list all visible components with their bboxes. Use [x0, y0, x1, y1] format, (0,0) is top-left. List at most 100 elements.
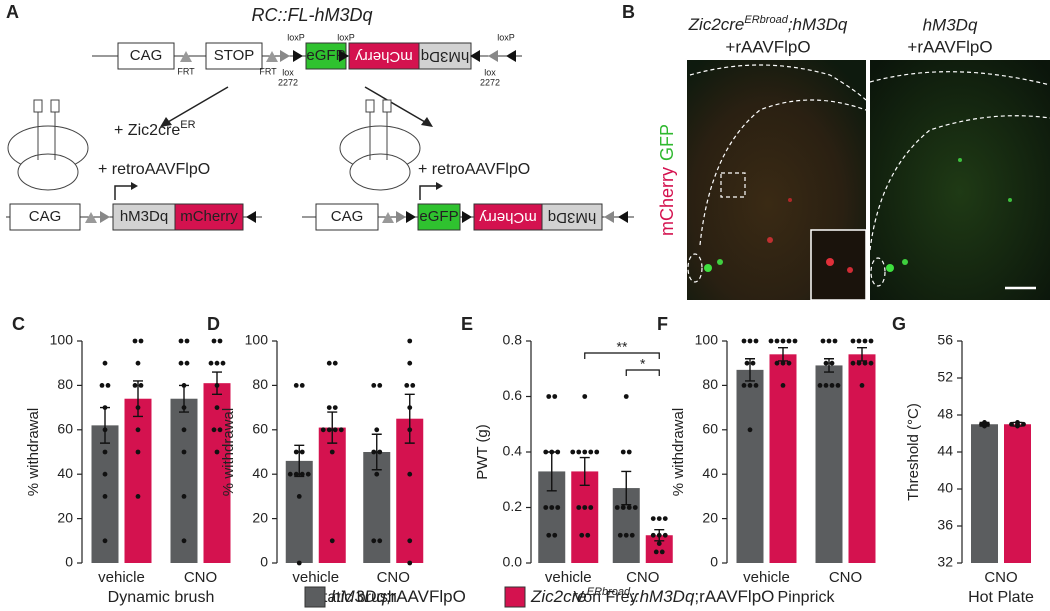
x-tick-label: CNO: [184, 569, 217, 586]
chart: E 0.0 0.2 0.4 0.6 0.8 PWT (g) vehicle CNO Von Fre…: [461, 314, 673, 606]
legend-part: ::hM3Dq: [630, 587, 695, 606]
data-point: [653, 549, 659, 555]
data-point: [377, 383, 383, 388]
data-point: [329, 538, 335, 544]
data-point: [332, 405, 338, 410]
cag-label: CAG: [331, 208, 364, 225]
y-tick-label: 0.8: [503, 332, 523, 348]
data-point: [753, 338, 759, 344]
data-point: [835, 383, 841, 388]
data-point: [850, 338, 856, 344]
data-point: [543, 449, 549, 455]
x-tick-label: vehicle: [545, 569, 592, 586]
bar: [571, 471, 599, 563]
panel-label: C: [12, 314, 25, 334]
significance-label: *: [640, 356, 646, 372]
x-tick-label: CNO: [626, 569, 659, 586]
loxp-site: [462, 211, 472, 223]
y-tick-label: 0.2: [503, 498, 523, 514]
data-point: [662, 532, 668, 538]
data-point: [217, 427, 223, 433]
data-point: [868, 338, 874, 344]
cag-box: [315, 203, 379, 231]
inset: [810, 229, 867, 301]
arrowhead: [131, 182, 138, 190]
data-point: [786, 338, 792, 344]
bar: [1004, 424, 1031, 563]
data-point: [588, 505, 594, 510]
data-point: [982, 423, 987, 429]
data-point: [102, 360, 108, 366]
data-point: [832, 338, 838, 344]
panel-b: B Zic2creERbroad;hM3Dq +rAAVFlpO hM3Dq +…: [622, 2, 1050, 301]
data-point: [184, 360, 190, 366]
data-point: [332, 360, 338, 366]
data-point: [181, 427, 187, 433]
data-point: [326, 405, 332, 410]
data-point: [780, 360, 786, 366]
y-tick-label: 20: [252, 509, 268, 525]
bar: [769, 354, 797, 563]
lox2272-label: 2272: [480, 77, 500, 87]
data-point: [338, 427, 344, 433]
data-point: [868, 360, 874, 366]
data-point: [570, 449, 576, 455]
data-point: [659, 549, 665, 555]
x-tick-label: vehicle: [98, 569, 145, 586]
channel-label: mCherry GFP: [657, 124, 677, 236]
error-bar: [404, 393, 415, 444]
bar: [815, 365, 843, 563]
error-bar: [371, 433, 382, 471]
y-tick-label: 40: [252, 465, 268, 481]
mcherry-box: [174, 203, 244, 231]
image-title: +rAAVFlpO: [907, 37, 992, 56]
data-point: [576, 505, 582, 510]
panel-label: B: [622, 2, 635, 22]
data-point: [862, 360, 868, 366]
frt-site: [266, 51, 278, 62]
error-bar: [133, 380, 143, 418]
data-point: [552, 532, 558, 538]
x-tick-label: CNO: [984, 569, 1017, 586]
y-tick-label: 60: [252, 421, 268, 437]
data-point: [407, 360, 413, 366]
legend-part: ERbroad: [587, 586, 631, 598]
data-point: [626, 449, 632, 455]
bar: [124, 398, 152, 563]
data-point: [305, 471, 311, 477]
egfp-box: [417, 203, 461, 231]
data-point: [856, 338, 862, 344]
frt-site: [180, 51, 192, 62]
y-tick-label: 60: [57, 421, 73, 437]
data-point: [132, 338, 138, 344]
data-point: [546, 532, 552, 538]
data-point: [135, 360, 141, 366]
x-tick-label: vehicle: [743, 569, 790, 586]
data-point: [178, 360, 184, 366]
mcherry-label: mCherry: [479, 209, 537, 226]
data-point: [407, 338, 413, 344]
y-tick-label: 100: [50, 332, 74, 348]
bar: [363, 452, 391, 563]
bar: [848, 354, 876, 563]
data-point: [296, 494, 302, 499]
y-tick-label: 0: [65, 554, 73, 570]
micrograph: [870, 60, 1050, 300]
cag-box: [117, 42, 175, 70]
x-tick-label: vehicle: [292, 569, 339, 586]
y-tick-label: 80: [252, 376, 268, 392]
data-point: [774, 360, 780, 366]
bar: [203, 383, 231, 563]
data-point: [135, 494, 141, 499]
legend-part: hM3Dq: [331, 587, 386, 606]
lox2272-label: 2272: [278, 77, 298, 87]
loxp-label: loxP: [287, 32, 305, 42]
y-tick-label: 100: [245, 332, 269, 348]
data-point: [102, 538, 108, 544]
data-point: [102, 427, 108, 433]
mcherry-label: mCherry: [180, 208, 238, 225]
image-title: +rAAVFlpO: [725, 37, 810, 56]
data-point: [632, 505, 638, 510]
panel-label: G: [892, 314, 906, 334]
data-point: [377, 449, 383, 455]
